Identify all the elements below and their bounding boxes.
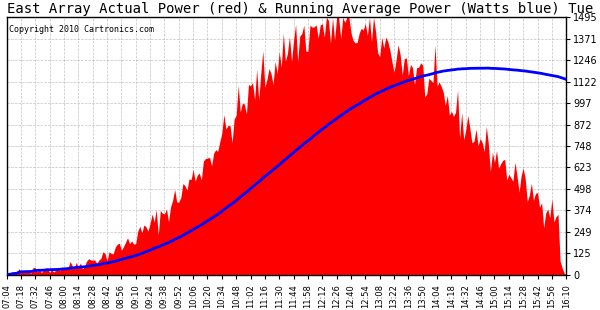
Text: East Array Actual Power (red) & Running Average Power (Watts blue) Tue Nov 16 16: East Array Actual Power (red) & Running … [7, 2, 600, 16]
Text: Copyright 2010 Cartronics.com: Copyright 2010 Cartronics.com [10, 25, 154, 34]
